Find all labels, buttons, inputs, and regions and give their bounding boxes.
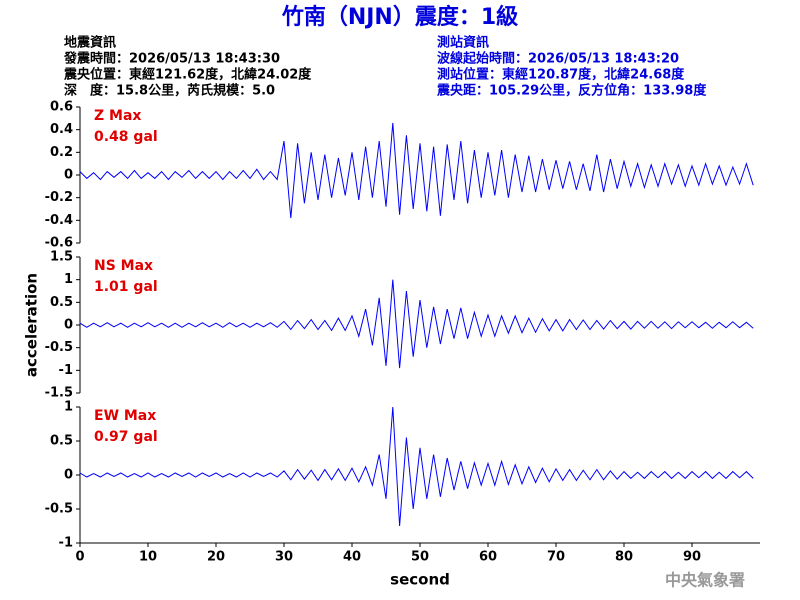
info-line: 測站資訊 (437, 35, 489, 51)
x-tick-label: 70 (547, 550, 565, 565)
info-line: 波線起始時間：2026/05/13 18:43:20 (437, 51, 679, 67)
x-tick-label: 0 (75, 550, 84, 565)
info-line: 發震時間：2026/05/13 18:43:30 (63, 51, 280, 67)
panel-max: 0.97 gal (94, 429, 158, 445)
watermark: 中央氣象署 (665, 571, 745, 590)
y-tick-label: 0.6 (50, 100, 73, 115)
waveform (79, 279, 754, 369)
x-tick-label: 60 (479, 550, 497, 565)
y-tick-label: -0.5 (45, 502, 73, 517)
waveform (79, 122, 754, 219)
info-line: 震央距：105.29公里，反方位角：133.98度 (436, 83, 707, 99)
panel-max: 0.48 gal (94, 129, 158, 145)
station-info: 測站資訊 波線起始時間：2026/05/13 18:43:20 測站位置：東經1… (436, 35, 707, 99)
panel-label: NS Max (94, 258, 153, 274)
y-tick-label: 0.2 (50, 145, 73, 160)
x-tick-label: 40 (343, 550, 361, 565)
y-tick-label: 1.5 (50, 250, 73, 265)
info-line: 震央位置：東經121.62度，北緯24.02度 (63, 67, 312, 83)
info-line: 深 度：15.8公里，芮氏規模：5.0 (64, 83, 275, 99)
y-tick-label: 0.5 (50, 434, 73, 449)
x-tick-label: 50 (411, 550, 429, 565)
y-tick-label: 0 (64, 468, 73, 483)
x-axis-label: second (390, 571, 450, 589)
x-tick-label: 10 (139, 550, 157, 565)
title: 竹南（NJN）震度：1級 (281, 4, 518, 30)
x-tick-label: 90 (683, 550, 701, 565)
y-tick-label: -1 (59, 363, 73, 378)
y-tick-label: -0.5 (45, 340, 73, 355)
y-tick-label: 0.5 (50, 295, 73, 310)
y-tick-label: -0.2 (45, 190, 73, 205)
y-tick-label: 0 (64, 318, 73, 333)
x-tick-label: 80 (615, 550, 633, 565)
y-tick-label: 1 (64, 272, 73, 287)
x-tick-label: 20 (207, 550, 225, 565)
y-tick-label: -0.6 (45, 236, 73, 251)
panel-label: Z Max (94, 108, 141, 124)
x-tick-label: 30 (275, 550, 293, 565)
y-tick-label: 0 (64, 168, 73, 183)
panel-label: EW Max (94, 408, 156, 424)
info-line: 地震資訊 (64, 35, 116, 51)
panel-max: 1.01 gal (94, 279, 158, 295)
y-tick-label: 0.4 (50, 122, 73, 137)
waveform (79, 406, 754, 527)
y-tick-label: -1 (59, 536, 73, 551)
y-tick-label: -0.4 (45, 213, 73, 228)
y-axis-label: acceleration (23, 273, 41, 377)
y-tick-label: 1 (64, 400, 73, 415)
y-tick-label: -1.5 (45, 386, 73, 401)
info-line: 測站位置：東經120.87度，北緯24.68度 (437, 67, 685, 83)
event-info: 地震資訊 發震時間：2026/05/13 18:43:30 震央位置：東經121… (63, 35, 312, 99)
